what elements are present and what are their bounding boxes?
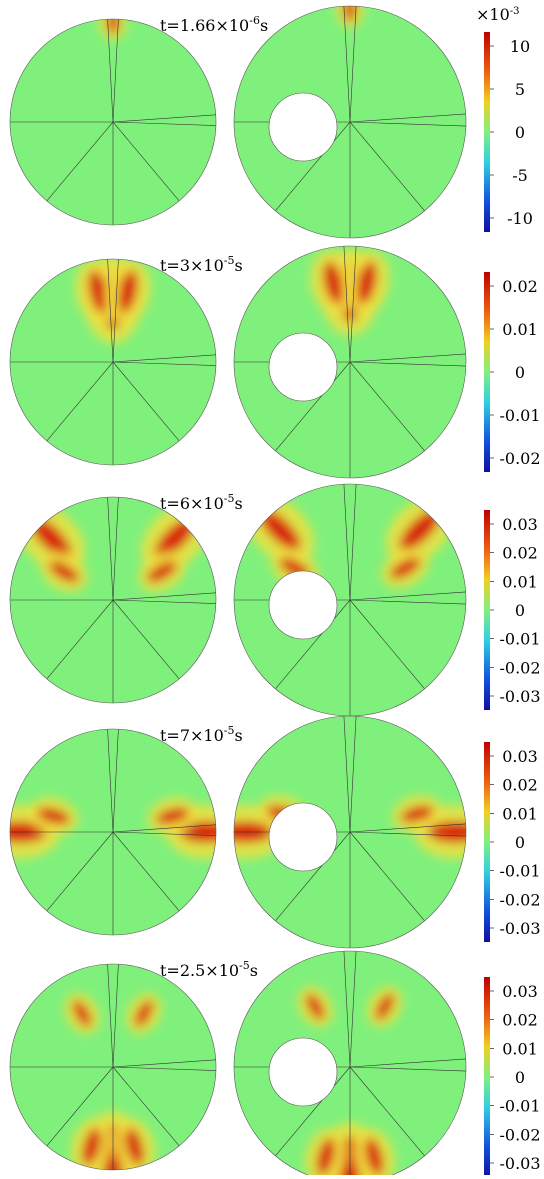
colorbar-tick-label: -5	[512, 166, 528, 185]
title-suffix: s	[235, 256, 243, 275]
colorbar	[484, 510, 490, 710]
title-prefix: t=1.66×10	[160, 16, 249, 35]
colorbar-tick-label: 0.03	[502, 982, 538, 1001]
panel: t=7×10-5s 0.03 0.02 0.01 0 -0.01 -0.02 -0.03	[0, 716, 541, 948]
field-plot	[233, 483, 466, 716]
panel: t=3×10-5s 0.02 0.01 0 -0.01 -0.02	[10, 246, 541, 478]
colorbar-tick-label: -0.01	[499, 1097, 540, 1116]
colorbar	[484, 742, 490, 942]
hole	[269, 803, 337, 871]
colorbar-tick-label: -0.01	[499, 862, 540, 881]
hole	[269, 93, 337, 161]
title-suffix: s	[235, 726, 243, 745]
colorbar-tick-label: 5	[515, 80, 525, 99]
colorbar	[484, 977, 490, 1175]
wave-red	[108, 10, 119, 34]
colorbar-tick-label: 0.02	[502, 776, 538, 795]
field-plot	[10, 964, 216, 1175]
colorbar-tick-label: 0.01	[502, 572, 538, 591]
colorbar-tick-label: 0	[515, 1068, 525, 1087]
title-prefix: t=7×10	[160, 726, 224, 745]
colorbar-tick-label: 0.03	[502, 747, 538, 766]
hot-spots	[99, 4, 126, 40]
panel-title: t=7×10-5s	[160, 724, 243, 745]
colorbar-tick-label: 0.01	[502, 1039, 538, 1058]
colorbar-tick-label: 0.02	[502, 1011, 538, 1030]
colorbar-tick-label: -0.02	[499, 449, 540, 468]
colorbar-tick-label: 0.03	[502, 515, 538, 534]
title-exponent: -5	[239, 959, 250, 972]
title-exponent: -6	[249, 14, 260, 27]
colorbar-tick-label: -0.03	[499, 919, 540, 938]
colorbar-tick-label: 0.02	[502, 544, 538, 563]
colorbar-tick-label: -0.02	[499, 1125, 540, 1144]
title-suffix: s	[235, 494, 243, 513]
field-plot	[234, 0, 466, 238]
panel-title: t=6×10-5s	[160, 492, 243, 513]
panel-title: t=2.5×10-5s	[160, 959, 258, 980]
title-prefix: t=3×10	[160, 256, 224, 275]
field-plot	[234, 951, 466, 1175]
hole	[269, 333, 337, 401]
panel: t=1.66×10-6s ×10-3 10 5 0 -5 -10	[10, 0, 533, 238]
panel: t=2.5×10-5s 0.03 0.02 0.01 0 -0.01 -0.02 -0.03	[10, 951, 541, 1175]
title-suffix: s	[260, 16, 268, 35]
colorbar-multiplier: ×10-3	[476, 5, 520, 24]
field-plot	[234, 246, 466, 478]
field-plot	[206, 716, 494, 948]
panel-title: t=1.66×10-6s	[160, 14, 268, 35]
title-exponent: -5	[224, 724, 235, 737]
figure: t=1.66×10-6s×10-31050-5-10t=3×10-5s0.020…	[0, 0, 544, 1175]
colorbar-tick-label: 0.01	[502, 804, 538, 823]
title-exponent: -5	[224, 492, 235, 505]
colorbar-tick-label: -10	[507, 209, 533, 228]
colorbar-tick-label: 0.01	[502, 320, 538, 339]
title-prefix: t=2.5×10	[160, 961, 239, 980]
field-plot	[4, 491, 221, 703]
colorbar	[484, 272, 490, 472]
colorbar-tick-label: -0.01	[499, 406, 540, 425]
colorbar-tick-label: 0.02	[502, 277, 538, 296]
colorbar-tick-label: -0.01	[499, 630, 540, 649]
colorbar-tick-label: -0.03	[499, 687, 540, 706]
hole	[269, 1038, 337, 1106]
colorbar-tick-label: -0.02	[499, 658, 540, 677]
title-suffix: s	[250, 961, 258, 980]
colorbar-tick-label: -0.02	[499, 890, 540, 909]
colorbar-tick-label: 0	[515, 123, 525, 142]
panel-title: t=3×10-5s	[160, 254, 243, 275]
multiplier-base: ×10	[476, 5, 510, 24]
panel: t=6×10-5s 0.03 0.02 0.01 0 -0.01 -0.02 -0.03	[4, 483, 540, 716]
field-plot	[0, 729, 245, 935]
colorbar-tick-label: -0.03	[499, 1154, 540, 1173]
title-exponent: -5	[224, 254, 235, 267]
hole	[269, 571, 337, 639]
colorbar-tick-label: 0	[515, 363, 525, 382]
title-prefix: t=6×10	[160, 494, 224, 513]
field-plot	[10, 4, 216, 225]
multiplier-exponent: -3	[510, 6, 520, 17]
colorbar-tick-label: 0	[515, 601, 525, 620]
colorbar-tick-label: 0	[515, 833, 525, 852]
field-plot	[10, 255, 216, 465]
colorbar-tick-label: 10	[510, 37, 530, 56]
colorbar	[484, 32, 490, 232]
